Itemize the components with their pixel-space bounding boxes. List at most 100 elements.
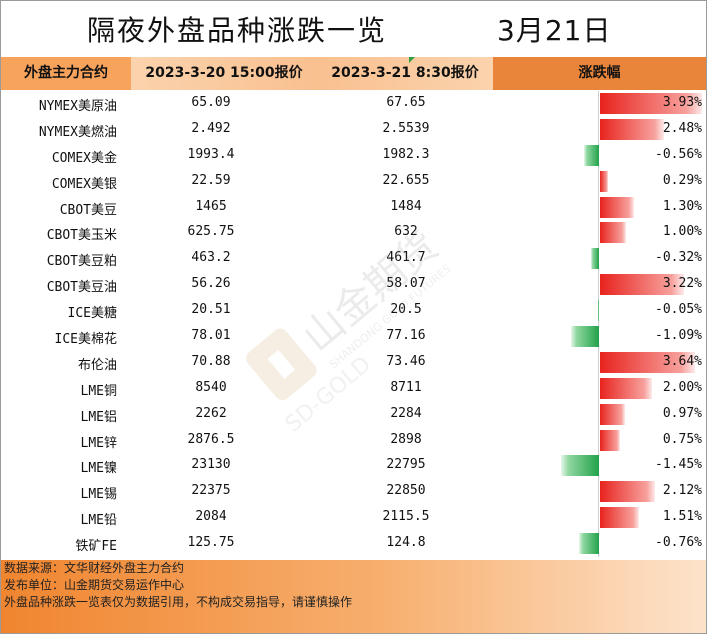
prev-quote: 463.2 xyxy=(191,250,231,266)
change-percent: 0.75% xyxy=(662,431,702,447)
header-curr-quote: 2023-3-21 8:30报价 xyxy=(317,57,493,90)
change-bar xyxy=(600,170,608,192)
change-bar xyxy=(561,455,599,477)
prev-quote: 125.75 xyxy=(187,535,235,551)
contract-name: ICE美糖 xyxy=(67,306,117,322)
table-row: 铁矿FE 125.75 124.8 -0.76% xyxy=(1,531,706,557)
curr-quote: 22850 xyxy=(386,483,426,499)
table-row: CBOT美玉米 625.75 632 1.00% xyxy=(1,220,706,246)
header-contract: 外盘主力合约 xyxy=(1,57,131,90)
curr-quote: 8711 xyxy=(390,379,422,395)
curr-quote: 2898 xyxy=(390,431,422,447)
change-bar xyxy=(590,248,599,270)
table-row: LME铜 8540 8711 2.00% xyxy=(1,376,706,402)
prev-quote: 22.59 xyxy=(191,172,231,188)
prev-quote: 625.75 xyxy=(187,224,235,240)
table-row: LME铅 2084 2115.5 1.51% xyxy=(1,505,706,531)
change-percent: -0.76% xyxy=(655,535,702,551)
prev-quote: 2084 xyxy=(195,509,227,525)
contract-name: COMEX美银 xyxy=(51,176,117,192)
contract-name: 布伦油 xyxy=(77,357,117,373)
table-row: CBOT美豆粕 463.2 461.7 -0.32% xyxy=(1,246,706,272)
table-row: CBOT美豆 1465 1484 1.30% xyxy=(1,195,706,221)
contract-name: CBOT美豆粕 xyxy=(46,254,117,270)
table-row: LME铝 2262 2284 0.97% xyxy=(1,402,706,428)
table-row: NYMEX美燃油 2.492 2.5539 2.48% xyxy=(1,117,706,143)
prev-quote: 56.26 xyxy=(191,276,231,292)
change-percent: -1.09% xyxy=(655,328,702,344)
contract-name: NYMEX美原油 xyxy=(38,99,117,114)
change-percent: 2.12% xyxy=(662,483,702,499)
footer-disclaimer: 外盘品种涨跌一览表仅为数据引用，不构成交易指导，请谨慎操作 xyxy=(4,595,353,609)
change-percent: 1.30% xyxy=(662,198,702,214)
prev-quote: 8540 xyxy=(195,379,227,395)
curr-quote: 77.16 xyxy=(386,328,426,344)
change-bar xyxy=(600,118,665,140)
curr-quote: 2284 xyxy=(390,405,422,421)
change-percent: 1.00% xyxy=(662,224,702,240)
curr-quote: 632 xyxy=(394,224,418,240)
change-bar xyxy=(584,144,599,166)
contract-name: ICE美棉花 xyxy=(54,332,117,348)
prev-quote: 23130 xyxy=(191,457,231,473)
change-bar xyxy=(600,222,626,244)
change-percent: 2.48% xyxy=(662,120,702,136)
table-row: NYMEX美原油 65.09 67.65 3.93% xyxy=(1,91,706,117)
curr-quote: 2.5539 xyxy=(382,120,430,136)
cell-comment-marker xyxy=(409,57,415,63)
curr-quote: 67.65 xyxy=(386,95,426,110)
change-percent: -0.32% xyxy=(655,250,702,266)
change-percent: 0.97% xyxy=(662,405,702,421)
contract-name: LME锌 xyxy=(80,435,117,451)
prev-quote: 22375 xyxy=(191,483,231,499)
change-bar xyxy=(600,93,703,114)
change-percent: 2.00% xyxy=(662,379,702,395)
change-percent: -1.45% xyxy=(655,457,702,473)
title-bar: 隔夜外盘品种涨跌一览 3月21日 xyxy=(1,1,706,57)
table-row: ICE美糖 20.51 20.5 -0.05% xyxy=(1,298,706,324)
contract-name: CBOT美豆 xyxy=(59,202,117,218)
curr-quote: 58.07 xyxy=(386,276,426,292)
change-percent: 3.22% xyxy=(662,276,702,292)
prev-quote: 1993.4 xyxy=(187,146,235,162)
prev-quote: 2876.5 xyxy=(187,431,235,447)
table-row: CBOT美豆油 56.26 58.07 3.22% xyxy=(1,272,706,298)
curr-quote: 1982.3 xyxy=(382,146,430,162)
change-bar xyxy=(600,429,620,451)
table-row: COMEX美银 22.59 22.655 0.29% xyxy=(1,169,706,195)
report-date: 3月21日 xyxy=(497,14,612,47)
contract-name: CBOT美玉米 xyxy=(46,228,117,244)
curr-quote: 461.7 xyxy=(386,250,426,266)
contract-name: LME镍 xyxy=(80,461,117,477)
contract-name: LME铜 xyxy=(80,383,117,399)
curr-quote: 73.46 xyxy=(386,353,426,369)
table-row: LME镍 23130 22795 -1.45% xyxy=(1,453,706,479)
contract-name: CBOT美豆油 xyxy=(46,280,117,296)
footer-publisher: 发布单位：山金期货交易运作中心 xyxy=(4,578,185,592)
prev-quote: 65.09 xyxy=(191,95,231,110)
change-percent: -0.05% xyxy=(655,302,702,318)
change-bar xyxy=(579,533,599,555)
curr-quote: 22.655 xyxy=(382,172,430,188)
prev-quote: 2262 xyxy=(195,405,227,421)
contract-name: 铁矿FE xyxy=(75,539,117,555)
change-bar xyxy=(600,196,634,218)
change-bar xyxy=(597,300,599,322)
curr-quote: 22795 xyxy=(386,457,426,473)
table-row: 布伦油 70.88 73.46 3.64% xyxy=(1,350,706,376)
change-bar xyxy=(570,326,599,348)
header-prev-quote: 2023-3-20 15:00报价 xyxy=(131,57,317,90)
prev-quote: 70.88 xyxy=(191,353,231,369)
change-bar xyxy=(600,481,656,503)
change-bar xyxy=(600,507,640,529)
change-bar xyxy=(600,403,626,425)
curr-quote: 124.8 xyxy=(386,535,426,551)
change-percent: -0.56% xyxy=(655,146,702,162)
header-change: 涨跌幅 xyxy=(493,57,706,90)
change-bar xyxy=(600,377,652,399)
change-percent: 3.64% xyxy=(662,353,702,369)
table-row: ICE美棉花 78.01 77.16 -1.09% xyxy=(1,324,706,350)
prev-quote: 1465 xyxy=(195,198,227,214)
prev-quote: 78.01 xyxy=(191,328,231,344)
page-title: 隔夜外盘品种涨跌一览 xyxy=(87,14,388,47)
